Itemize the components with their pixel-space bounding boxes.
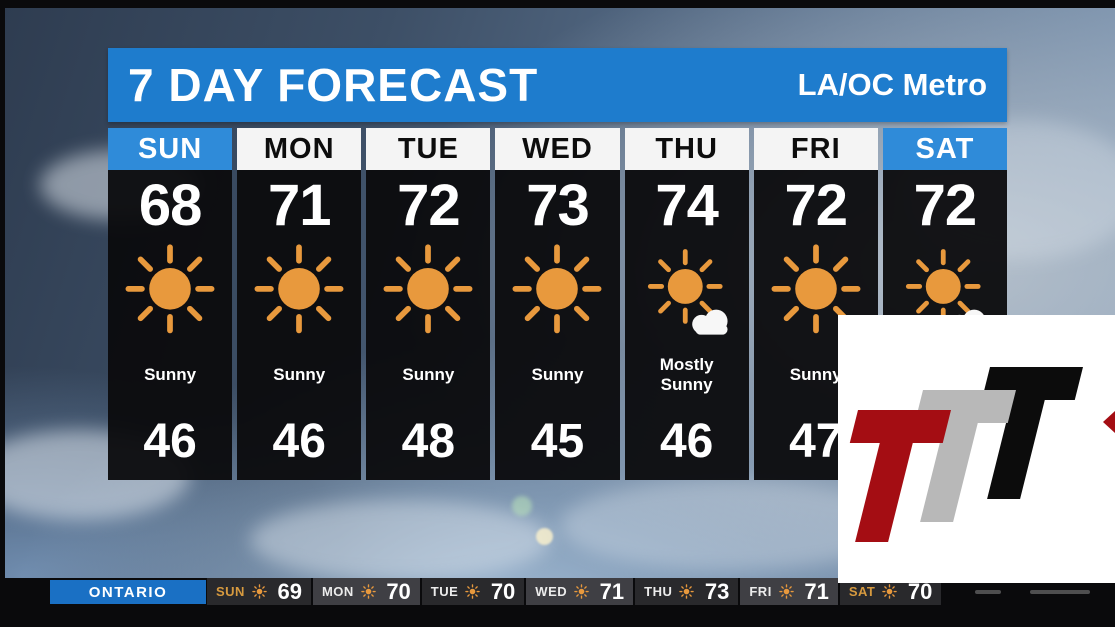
day-card: 73 Sunny 45 [495,170,620,480]
ticker-segment-fri: FRI 71 [740,578,838,605]
mostly-sunny-icon [635,238,739,348]
ticker-day-label: WED [535,584,568,599]
forecast-column-wed: WED 73 Sunny 45 [495,128,620,480]
high-temp: 73 [526,173,590,238]
condition-label: Mostly Sunny [659,354,714,394]
condition-label: Sunny [789,364,842,384]
day-label: SUN [108,128,233,170]
station-logo [838,315,1115,583]
forecast-column-sun: SUN 68 Sunny 46 [108,128,233,480]
page-title: 7 DAY FORECAST [128,59,539,111]
day-label: FRI [753,128,878,170]
ticker-segment-tue: TUE 70 [421,578,525,605]
high-temp: 74 [655,173,719,238]
sunny-icon [505,238,609,348]
sun-icon [779,584,794,599]
ticker-temp: 71 [599,578,625,604]
sunny-icon [764,238,868,348]
day-label: SAT [882,128,1007,170]
ticker-temp: 69 [277,578,302,604]
letterbox-bar [0,0,1115,8]
sunny-icon [247,238,351,348]
sun-icon [465,584,481,599]
sun-icon [574,584,589,599]
forecast-column-fri: FRI 72 Sunny 47 [753,128,878,480]
region-label: LA/OC Metro [797,67,987,102]
forecast-columns: SUN 68 Sunny 46 MON [108,128,1007,480]
high-temp: 72 [397,173,461,238]
ticker-day-label: THU [644,584,673,599]
low-temp: 45 [530,415,585,468]
low-temp: 48 [401,415,456,468]
ticker-segment-sun: SUN 69 [207,578,311,605]
high-temp: 72 [913,173,978,238]
high-temp: 71 [267,173,332,238]
ticker-temp: 70 [490,578,516,604]
ticker-day-label: SUN [216,584,245,599]
condition-label: Sunny [144,364,197,384]
sunny-icon [118,238,222,348]
condition-label: Sunny [531,364,584,384]
lens-flare [536,528,553,545]
condition-label: Sunny [402,364,455,384]
ticker-temp: 73 [704,578,730,604]
ticker-segment-wed: WED 71 [526,578,634,605]
ticker-day-label: FRI [749,584,772,599]
forecast-column-thu: THU 74 Mostly Sunny 46 [624,128,749,480]
sunny-icon [376,238,480,348]
ticker-segment-mon: MON 70 [312,578,420,605]
low-temp: 46 [272,415,326,468]
ticker-temp: 71 [804,578,829,604]
sun-icon [679,584,695,599]
cut-off-text-fragment [975,590,1001,594]
ticker-temp: 70 [386,578,411,604]
ticker-day-label: MON [321,584,354,599]
forecast-column-mon: MON 71 Sunny 46 [237,128,362,480]
day-card: 71 Sunny 46 [237,170,362,480]
ticker-segment-thu: THU 73 [635,578,739,605]
sun-icon [882,584,898,599]
cut-off-text-fragment [1030,590,1090,594]
high-temp: 72 [784,173,849,238]
day-card: 72 Sunny 48 [366,170,491,480]
forecast-header: 7 DAY FORECAST LA/OC Metro [108,48,1007,122]
letterbox-strip [0,0,5,627]
high-temp: 68 [138,173,203,238]
sun-icon [252,584,267,599]
low-temp: 46 [143,415,197,468]
low-temp: 47 [789,415,843,468]
forecast-column-tue: TUE 72 Sunny 48 [366,128,491,480]
low-temp: 46 [659,415,714,468]
day-label: MON [237,128,362,170]
day-label: WED [495,128,620,170]
day-card: 74 Mostly Sunny 46 [624,170,749,480]
ticker-location: ONTARIO [50,580,206,604]
day-label: TUE [366,128,491,170]
day-card: 68 Sunny 46 [108,170,233,480]
sun-icon [361,584,376,599]
cloud [250,500,550,580]
condition-label: Sunny [273,364,326,384]
day-label: THU [624,128,749,170]
ticker-day-label: SAT [848,584,876,599]
ticker-day-label: TUE [430,584,459,599]
ticker-row: SUN 69 MON 70 TUE 70 WED 71 THU [207,578,943,605]
lens-flare [512,496,532,516]
triple-t-logo-icon [849,367,1115,542]
ticker-band: ONTARIO SUN 69 MON 70 TUE 70 WED 71 [0,578,1115,627]
